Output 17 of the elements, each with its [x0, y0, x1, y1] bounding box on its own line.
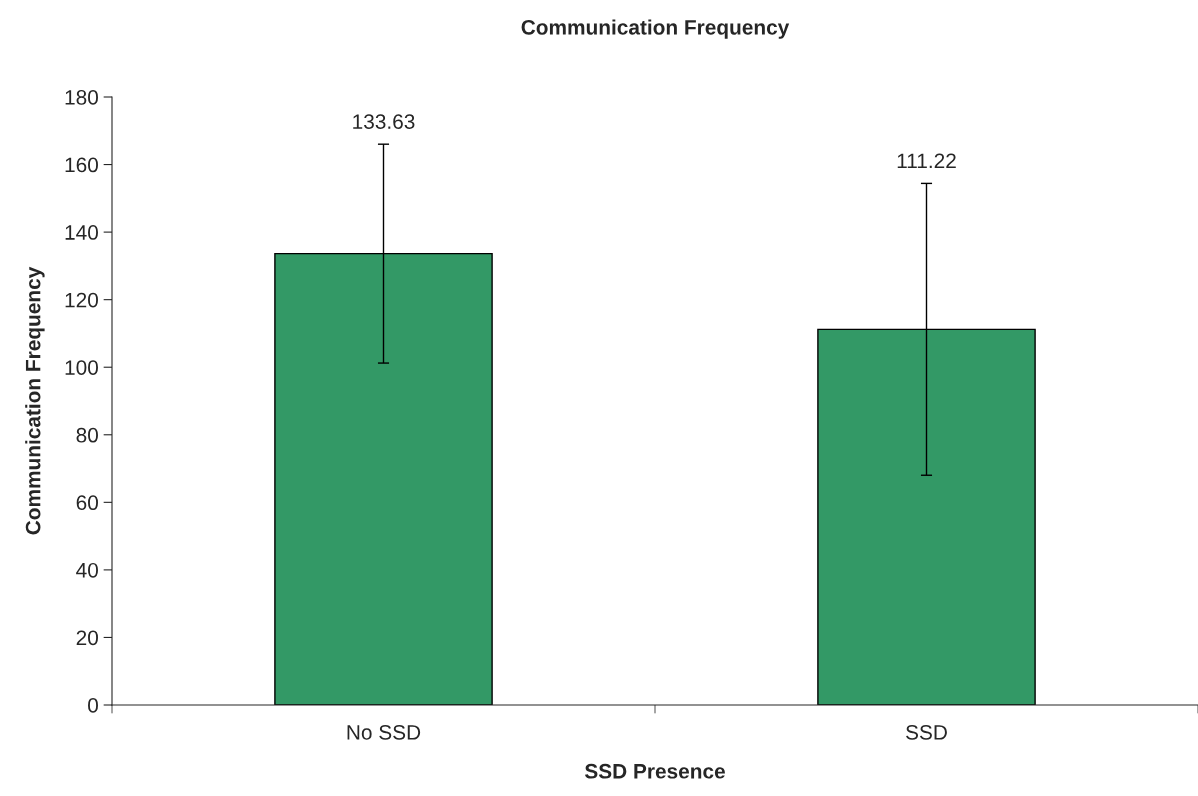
y-tick-label: 100: [65, 360, 98, 375]
x-axis-title: SSD Presence: [584, 763, 725, 779]
y-tick-label: 0: [88, 698, 98, 713]
y-tick-label: 120: [65, 292, 98, 308]
y-tick-label: 20: [76, 630, 98, 646]
annotation: 111.22: [897, 153, 956, 168]
y-tick-label: 40: [76, 562, 98, 578]
y-axis-title: Communication Frequency: [25, 266, 45, 535]
y-tick-label: 160: [65, 157, 98, 173]
y-tick-label: 60: [76, 495, 98, 511]
y-tick-label: 80: [76, 427, 98, 443]
x-tick-label: SSD: [906, 724, 947, 740]
y-tick-label: 180: [65, 90, 98, 105]
y-tick-label: 140: [65, 225, 98, 240]
x-tick-label: No SSD: [347, 724, 421, 740]
annotation: 133.63: [353, 114, 415, 129]
chart-title: Communication Frequency: [521, 19, 790, 39]
